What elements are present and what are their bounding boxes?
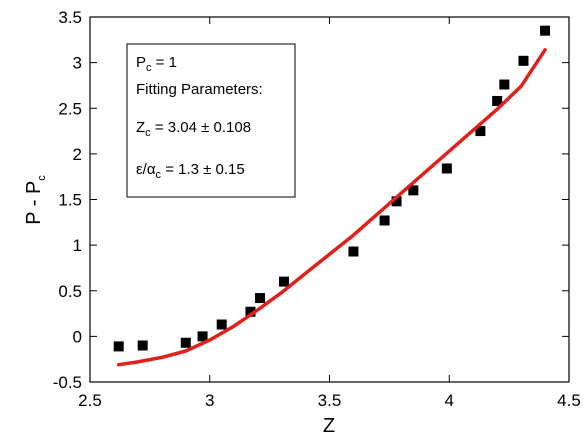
- y-tick-label: 2: [73, 145, 82, 164]
- data-point-11: [391, 196, 402, 207]
- data-point-9: [348, 246, 359, 257]
- data-point-15: [492, 95, 503, 106]
- y-tick-label: 1: [73, 236, 82, 255]
- annotation-zc: Zc = 3.04 ± 0.108: [136, 119, 251, 139]
- y-tick-label: 3.5: [58, 8, 82, 27]
- data-point-3: [180, 337, 191, 348]
- annotation-epsilon: ε/αc = 1.3 ± 0.15: [136, 161, 245, 181]
- data-point-10: [379, 215, 390, 226]
- y-tick-label: 0: [73, 327, 82, 346]
- data-point-12: [408, 185, 419, 196]
- x-tick-label: 4.5: [557, 391, 581, 410]
- x-tick-label: 4: [445, 391, 454, 410]
- annotation-frame: [126, 43, 296, 198]
- data-point-17: [518, 55, 529, 66]
- data-point-1: [113, 341, 124, 352]
- y-tick-label: 3: [73, 54, 82, 73]
- annotation-pc: Pc = 1: [136, 54, 177, 74]
- x-tick-label: 3: [205, 391, 214, 410]
- data-point-5: [216, 319, 227, 330]
- annotation-fit-title: Fitting Parameters:: [136, 81, 263, 98]
- y-axis-label: P - Pc: [23, 175, 48, 225]
- data-point-7: [255, 293, 266, 304]
- data-point-18: [540, 25, 551, 36]
- data-point-6: [245, 306, 256, 317]
- x-tick-label: 2.5: [78, 391, 102, 410]
- data-point-16: [499, 79, 510, 90]
- x-tick-label: 3.5: [318, 391, 342, 410]
- data-point-2: [137, 340, 148, 351]
- data-point-14: [475, 126, 486, 137]
- annotation-box: Pc = 1 Fitting Parameters: Zc = 3.04 ± 0…: [126, 43, 296, 198]
- y-tick-label: -0.5: [53, 373, 82, 392]
- y-tick-label: 1.5: [58, 191, 82, 210]
- x-axis-label: Z: [323, 415, 335, 434]
- fit-curve: [116, 48, 547, 367]
- y-tick-label: 0.5: [58, 282, 82, 301]
- data-point-4: [197, 331, 208, 342]
- y-tick-label: 2.5: [58, 99, 82, 118]
- data-point-8: [278, 276, 289, 287]
- data-point-13: [441, 163, 452, 174]
